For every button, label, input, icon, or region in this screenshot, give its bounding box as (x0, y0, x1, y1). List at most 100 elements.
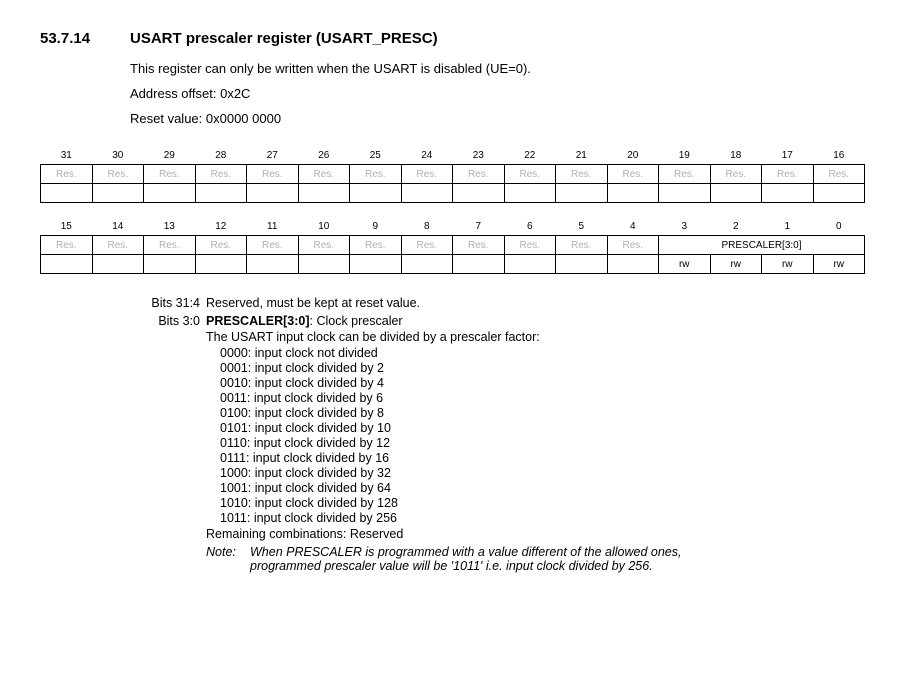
enum-item: 0110: input clock divided by 12 (220, 436, 865, 450)
reserved-cell: Res. (144, 165, 196, 184)
field-descriptions: Bits 31:4 Reserved, must be kept at rese… (130, 296, 865, 573)
reserved-cell: Res. (350, 236, 402, 255)
bit-num: 16 (813, 146, 865, 165)
bit-num: 24 (401, 146, 453, 165)
bit-num: 10 (298, 217, 350, 236)
bit-num: 30 (92, 146, 144, 165)
field-bits-label: Bits 31:4 (130, 296, 206, 310)
bit-num: 14 (92, 217, 144, 236)
reserved-cell: Res. (762, 165, 814, 184)
bit-num: 19 (659, 146, 711, 165)
bit-num: 20 (607, 146, 659, 165)
enum-item: 0010: input clock divided by 4 (220, 376, 865, 390)
bit-num: 2 (710, 217, 762, 236)
reserved-cell: Res. (41, 165, 93, 184)
reserved-cell: Res. (813, 165, 865, 184)
prescaler-field-cell: PRESCALER[3:0] (659, 236, 865, 255)
bit-num: 11 (247, 217, 299, 236)
bit-num: 13 (144, 217, 196, 236)
reserved-cell: Res. (298, 236, 350, 255)
bit-num: 3 (659, 217, 711, 236)
reserved-cell: Res. (92, 236, 144, 255)
bit-num: 27 (247, 146, 299, 165)
field-prescaler-desc: The USART input clock can be divided by … (206, 330, 865, 344)
bit-num: 4 (607, 217, 659, 236)
note-text-line2: programmed prescaler value will be '1011… (250, 559, 865, 573)
bit-num: 1 (762, 217, 814, 236)
note: Note: When PRESCALER is programmed with … (206, 545, 865, 573)
bit-num: 21 (556, 146, 608, 165)
bit-num: 12 (195, 217, 247, 236)
field-reserved: Bits 31:4 Reserved, must be kept at rese… (130, 296, 865, 310)
bit-num: 28 (195, 146, 247, 165)
enum-item: 1011: input clock divided by 256 (220, 511, 865, 525)
enum-item: 0111: input clock divided by 16 (220, 451, 865, 465)
rw-cell: rw (813, 255, 865, 274)
reserved-cell: Res. (504, 165, 556, 184)
address-offset: Address offset: 0x2C (130, 86, 865, 101)
enum-item: 1000: input clock divided by 32 (220, 466, 865, 480)
reserved-cell: Res. (350, 165, 402, 184)
enum-item: 1001: input clock divided by 64 (220, 481, 865, 495)
reserved-cell: Res. (195, 236, 247, 255)
bit-num: 22 (504, 146, 556, 165)
reserved-cell: Res. (298, 165, 350, 184)
enum-item: 0011: input clock divided by 6 (220, 391, 865, 405)
rw-cell: rw (659, 255, 711, 274)
bit-num: 25 (350, 146, 402, 165)
prescaler-enum-list: 0000: input clock not divided 0001: inpu… (220, 346, 865, 525)
bit-num: 7 (453, 217, 505, 236)
bit-num: 15 (41, 217, 93, 236)
rw-cell: rw (710, 255, 762, 274)
reserved-cell: Res. (607, 165, 659, 184)
bit-num: 23 (453, 146, 505, 165)
reserved-cell: Res. (92, 165, 144, 184)
intro-condition: This register can only be written when t… (130, 61, 865, 76)
enum-item: 0001: input clock divided by 2 (220, 361, 865, 375)
reserved-cell: Res. (710, 165, 762, 184)
reserved-cell: Res. (144, 236, 196, 255)
enum-item: 0000: input clock not divided (220, 346, 865, 360)
bit-num: 29 (144, 146, 196, 165)
bit-num: 9 (350, 217, 402, 236)
reset-value: Reset value: 0x0000 0000 (130, 111, 865, 126)
reserved-cell: Res. (453, 236, 505, 255)
bit-num: 0 (813, 217, 865, 236)
bit-num: 6 (504, 217, 556, 236)
reserved-cell: Res. (401, 165, 453, 184)
field-reserved-text: Reserved, must be kept at reset value. (206, 296, 420, 310)
section-heading: 53.7.14 USART prescaler register (USART_… (40, 30, 865, 47)
note-label: Note: (206, 545, 250, 573)
remaining-combos: Remaining combinations: Reserved (206, 527, 865, 541)
note-text-line1: When PRESCALER is programmed with a valu… (250, 545, 865, 559)
reserved-cell: Res. (556, 236, 608, 255)
bit-num: 31 (41, 146, 93, 165)
section-title: USART prescaler register (USART_PRESC) (130, 30, 438, 47)
enum-item: 1010: input clock divided by 128 (220, 496, 865, 510)
bit-num: 18 (710, 146, 762, 165)
bit-num: 5 (556, 217, 608, 236)
bit-num: 8 (401, 217, 453, 236)
reserved-cell: Res. (195, 165, 247, 184)
reserved-cell: Res. (607, 236, 659, 255)
field-prescaler-caption: : Clock prescaler (310, 314, 403, 328)
reserved-cell: Res. (41, 236, 93, 255)
bit-num: 17 (762, 146, 814, 165)
reserved-cell: Res. (247, 236, 299, 255)
reserved-cell: Res. (247, 165, 299, 184)
reserved-cell: Res. (453, 165, 505, 184)
reserved-cell: Res. (556, 165, 608, 184)
field-prescaler: Bits 3:0 PRESCALER[3:0]: Clock prescaler… (130, 314, 865, 573)
enum-item: 0101: input clock divided by 10 (220, 421, 865, 435)
field-bits-label: Bits 3:0 (130, 314, 206, 573)
reserved-cell: Res. (504, 236, 556, 255)
register-bit-table: 31 30 29 28 27 26 25 24 23 22 21 20 19 1… (40, 146, 865, 274)
bit-num: 26 (298, 146, 350, 165)
field-prescaler-name: PRESCALER[3:0] (206, 314, 310, 328)
enum-item: 0100: input clock divided by 8 (220, 406, 865, 420)
section-number: 53.7.14 (40, 30, 130, 47)
reserved-cell: Res. (659, 165, 711, 184)
rw-cell: rw (762, 255, 814, 274)
reserved-cell: Res. (401, 236, 453, 255)
intro-block: This register can only be written when t… (130, 61, 865, 126)
